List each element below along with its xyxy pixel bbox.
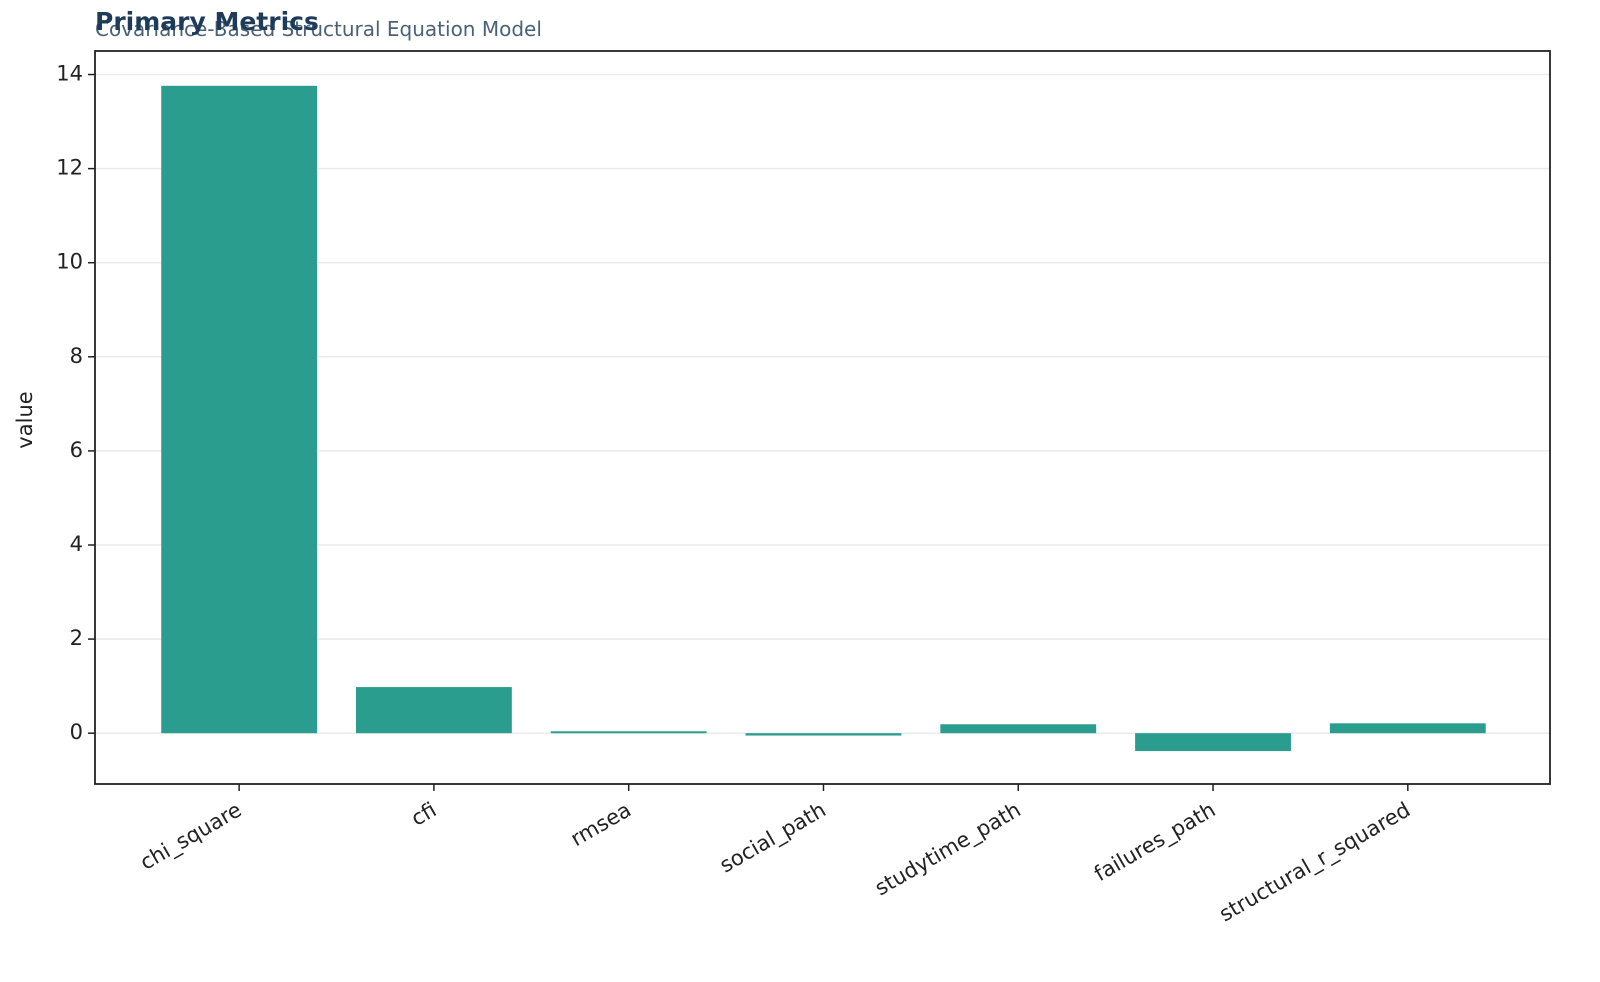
x-tick-label: structural_r_squared — [1215, 798, 1415, 928]
y-tick-label: 14 — [56, 62, 83, 86]
y-tick-label: 2 — [70, 626, 83, 650]
y-tick-label: 12 — [56, 156, 83, 180]
y-axis-label: value — [13, 391, 37, 448]
bar — [1135, 733, 1291, 752]
y-tick-label: 0 — [70, 720, 83, 744]
bar — [745, 733, 902, 736]
y-tick-label: 4 — [70, 532, 83, 556]
plot-frame — [94, 50, 1551, 785]
x-tick-label: rmsea — [567, 798, 636, 852]
y-tick-label: 10 — [56, 250, 83, 274]
bar — [356, 687, 512, 734]
x-tick-label: studytime_path — [871, 798, 1025, 902]
y-tick-label: 8 — [70, 344, 83, 368]
x-tick-label: chi_square — [136, 798, 246, 876]
x-tick-label: social_path — [716, 798, 831, 879]
x-tick-label: cfi — [407, 798, 440, 831]
y-tick-label: 6 — [70, 438, 83, 462]
bar — [161, 85, 318, 734]
chart-subtitle: Covariance-Based Structural Equation Mod… — [95, 17, 542, 41]
bar — [550, 731, 707, 734]
x-tick-label: failures_path — [1090, 798, 1220, 887]
bar — [1329, 723, 1486, 734]
plot-area — [95, 73, 1550, 752]
bar — [940, 724, 1097, 734]
chart-title: Primary Metrics — [95, 7, 319, 36]
